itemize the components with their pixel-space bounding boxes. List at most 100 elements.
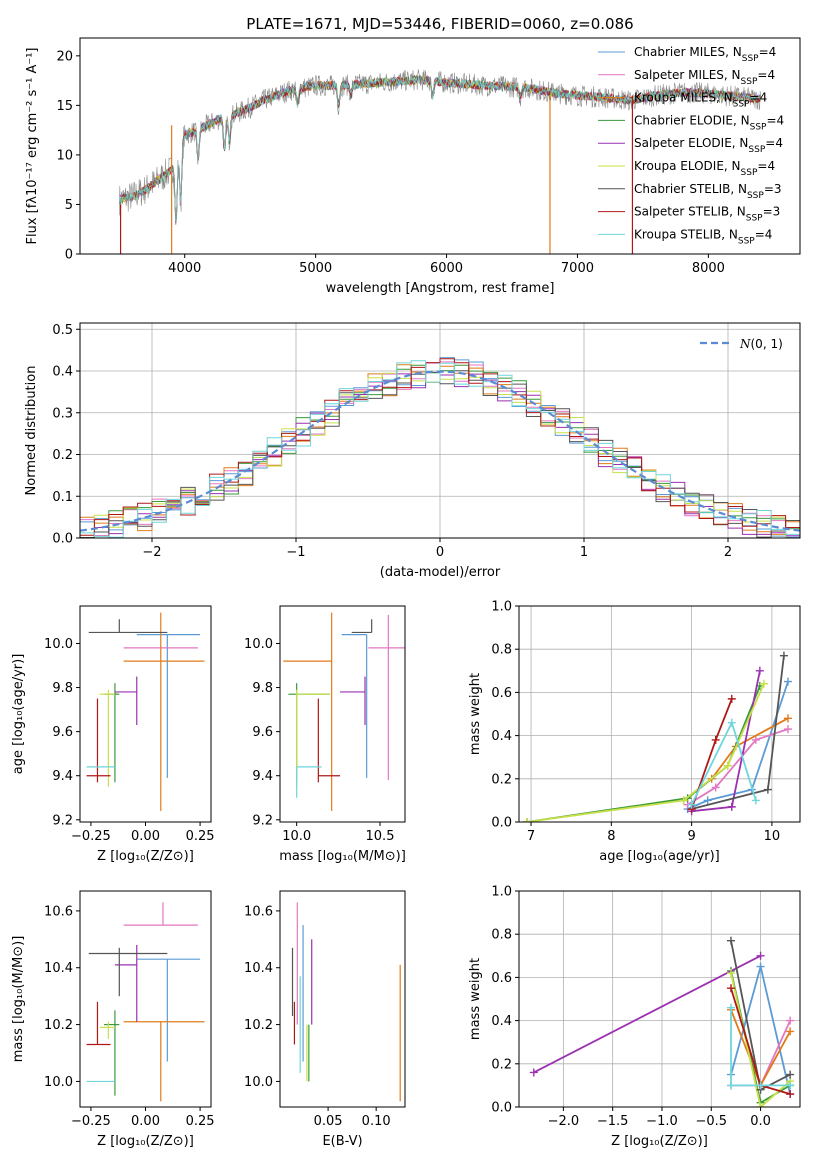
weight-point-marker [786,1027,795,1036]
x-tick-label: −1.5 [597,1114,629,1129]
y-tick-label: 15 [56,99,73,114]
legend-label: Chabrier MILES, NSSP=4 [634,45,776,64]
histogram-steps [80,357,800,538]
legend-label: Chabrier STELIB, NSSP=3 [634,182,782,201]
y-tick-label: 20 [56,49,73,64]
weight-series-line [730,1007,791,1087]
age-vs-metallicity-panel: −0.25 0.00 0.25 9.2 9.4 9.6 9.8 10.0 Z [log₁₀(Z/… [11,605,215,864]
y-tick-label: 9.6 [52,725,73,740]
y-tick-label: 10.4 [44,961,73,976]
x-tick-label: −2.0 [548,1114,580,1129]
y-tick-label: 0.4 [491,729,512,744]
y-tick-label: 0.8 [491,643,512,658]
mass-vs-metallicity-panel: −0.25 0.00 0.25 10.0 10.2 10.4 10.6 Z [log₁₀(Z/… [11,890,215,1149]
weight-point-marker [711,783,720,792]
legend-label: Salpeter STELIB, NSSP=3 [634,205,780,224]
x-tick-label: 1 [580,545,588,560]
x-tick-label: −2 [142,545,161,560]
weight-lines [523,651,792,822]
y-tick-label: 10.2 [244,1018,273,1033]
y-tick-label: 10.6 [44,904,73,919]
weight-vs-age-panel: 7 8 9 10 0.0 0.2 0.4 0.6 0.8 1.0 age [log₁₀(age/yr… [468,600,801,864]
x-tick-label: 0.0 [750,1114,771,1129]
weight-lines [529,936,795,1107]
x-tick-label: 0.10 [362,1114,391,1129]
weight-point-marker [726,1081,735,1090]
normal-curve [80,370,800,532]
weight-point-marker [726,1003,735,1012]
x-axis-label: wavelength [Angstrom, rest frame] [326,281,555,296]
histogram-series [80,360,800,538]
x-tick-label: 0.05 [314,1114,343,1129]
y-tick-label: 10.0 [44,637,73,652]
weight-point-marker [679,796,688,805]
y-tick-label: 0.2 [491,1057,512,1072]
weight-point-marker [786,1016,795,1025]
x-tick-label: −0.25 [71,829,111,844]
spectrum-legend: Chabrier MILES, NSSP=4 Salpeter MILES, NS… [598,45,784,246]
legend-label: Kroupa STELIB, NSSP=4 [634,227,772,246]
weight-point-marker [756,951,765,960]
x-tick-label: −0.25 [71,1114,111,1129]
errorbar-group [86,902,205,1102]
x-tick-label: 4000 [168,261,201,276]
histogram-series [80,364,800,538]
residuals-legend: N(0, 1) [700,337,783,351]
weight-point-marker [783,725,792,734]
y-tick-label: 10 [56,148,73,163]
spectrum-panel: 4000 5000 6000 7000 8000 0 5 10 15 20 wavelength [… [25,37,801,296]
weight-point-marker [786,1070,795,1079]
weight-series-line [687,728,789,806]
y-tick-label: 9.6 [252,725,273,740]
x-tick-label: 0.25 [186,1114,215,1129]
y-axis-label: Flux [fλ10⁻¹⁷ erg cm⁻² s⁻¹ A⁻¹] [25,48,40,245]
y-tick-label: 0.6 [491,686,512,701]
age-vs-mass-panel: 10.0 10.5 9.2 9.4 9.6 9.8 10.0 mass [log₁₀(M/M⊙… [244,605,406,864]
weight-point-marker [779,651,788,660]
weight-point-marker [763,785,772,794]
legend-label: Salpeter MILES, NSSP=4 [634,68,775,87]
y-tick-label: 0.8 [491,928,512,943]
y-tick-label: 9.4 [52,769,73,784]
axes-frame [279,890,406,1108]
axes-frame [79,890,212,1108]
y-tick-label: 9.8 [52,681,73,696]
legend-label: Kroupa ELODIE, NSSP=4 [634,159,775,178]
y-tick-label: 10.4 [244,961,273,976]
legend-label: N(0, 1) [739,337,783,351]
x-axis-label: Z [log₁₀(Z/Z⊙)] [97,1134,194,1149]
x-tick-label: 10.0 [282,829,311,844]
axes-frame [79,322,801,539]
weight-point-marker [727,802,736,811]
y-tick-label: 10.2 [44,1018,73,1033]
weight-point-marker [756,962,765,971]
y-tick-label: 9.2 [52,813,73,828]
weight-point-marker [756,1081,765,1090]
weight-vs-metallicity-panel: −2.0 −1.5 −1.0 −0.5 0.0 0.0 0.2 0.4 0.6 0.8 1.0 Z [… [468,885,801,1149]
weight-point-marker [723,761,732,770]
y-tick-label: 9.4 [252,769,273,784]
y-tick-label: 1.0 [491,885,512,900]
weight-point-marker [759,679,768,688]
x-tick-label: −1 [286,545,305,560]
axes-frame [79,605,212,823]
legend-label: Salpeter ELODIE, NSSP=4 [634,136,783,155]
weight-point-marker [751,796,760,805]
model-spectrum-line [118,74,761,222]
y-tick-label: 0.3 [52,406,73,421]
y-axis-label: Normed distribution [24,366,39,496]
y-tick-label: 9.8 [252,681,273,696]
weight-point-marker [687,800,696,809]
x-tick-label: 0.25 [186,829,215,844]
x-tick-label: 2 [724,545,732,560]
x-axis-label: (data-model)/error [380,565,501,580]
weight-point-marker [703,796,712,805]
y-tick-label: 0.2 [491,772,512,787]
y-tick-label: 5 [65,198,73,213]
y-tick-label: 9.2 [252,813,273,828]
axes-frame [518,605,801,823]
x-tick-label: 8000 [692,261,725,276]
y-tick-label: 0.4 [52,365,73,380]
x-axis-label: Z [log₁₀(Z/Z⊙)] [97,849,194,864]
y-tick-label: 0.1 [52,490,73,505]
